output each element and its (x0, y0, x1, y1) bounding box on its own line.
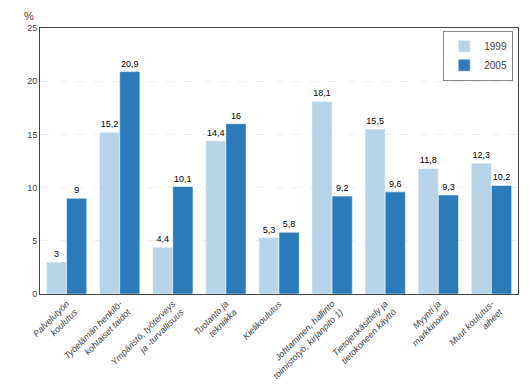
svg-text:Tuotanto jatekniikka: Tuotanto jatekniikka (192, 299, 239, 346)
svg-text:9,6: 9,6 (389, 179, 402, 189)
svg-text:15: 15 (27, 130, 37, 140)
svg-text:Ympäristö, työterveysja -turva: Ympäristö, työterveysja -turvallisuus (109, 298, 186, 375)
svg-text:20: 20 (27, 76, 37, 86)
svg-text:10,2: 10,2 (493, 172, 511, 182)
svg-text:2005: 2005 (484, 60, 507, 71)
svg-text:5,3: 5,3 (263, 225, 276, 235)
svg-text:1999: 1999 (484, 41, 507, 52)
svg-text:20,9: 20,9 (121, 59, 139, 69)
svg-text:16: 16 (231, 111, 241, 121)
svg-text:5,8: 5,8 (283, 219, 296, 229)
svg-text:Kielikoulutus: Kielikoulutus (241, 298, 284, 341)
svg-text:Palvelutyönkoulutus: Palvelutyönkoulutus (31, 298, 80, 347)
svg-text:9,2: 9,2 (336, 183, 349, 193)
svg-text:Johtaminen, hallintotoimistoty: Johtaminen, hallintotoimistotyö, kirjanp… (263, 299, 345, 381)
svg-text:14,4: 14,4 (207, 128, 225, 138)
svg-text:%: % (24, 10, 34, 22)
svg-text:Muut koulutus-aiheet: Muut koulutus-aiheet (447, 298, 504, 355)
svg-text:10,1: 10,1 (174, 174, 192, 184)
svg-text:Tietojenkäsittely jatietokonee: Tietojenkäsittely jatietokoneen käyttö (330, 299, 398, 367)
svg-text:25: 25 (27, 23, 37, 33)
svg-text:5: 5 (32, 236, 37, 246)
svg-text:0: 0 (32, 289, 37, 299)
svg-text:11,8: 11,8 (420, 155, 437, 165)
svg-text:3: 3 (54, 249, 59, 259)
svg-text:Myynti jamarkkinointi: Myynti jamarkkinointi (402, 298, 452, 348)
svg-text:18,1: 18,1 (313, 88, 331, 98)
svg-text:9: 9 (74, 185, 79, 195)
svg-text:12,3: 12,3 (473, 150, 491, 160)
svg-text:15,2: 15,2 (101, 119, 119, 129)
svg-text:10: 10 (27, 183, 37, 193)
svg-text:Työelämän henkilö-kohtaiset ta: Työelämän henkilö-kohtaiset taidot (62, 298, 133, 369)
svg-text:4,4: 4,4 (156, 234, 169, 244)
svg-text:9,3: 9,3 (442, 182, 455, 192)
svg-text:15,5: 15,5 (366, 116, 384, 126)
